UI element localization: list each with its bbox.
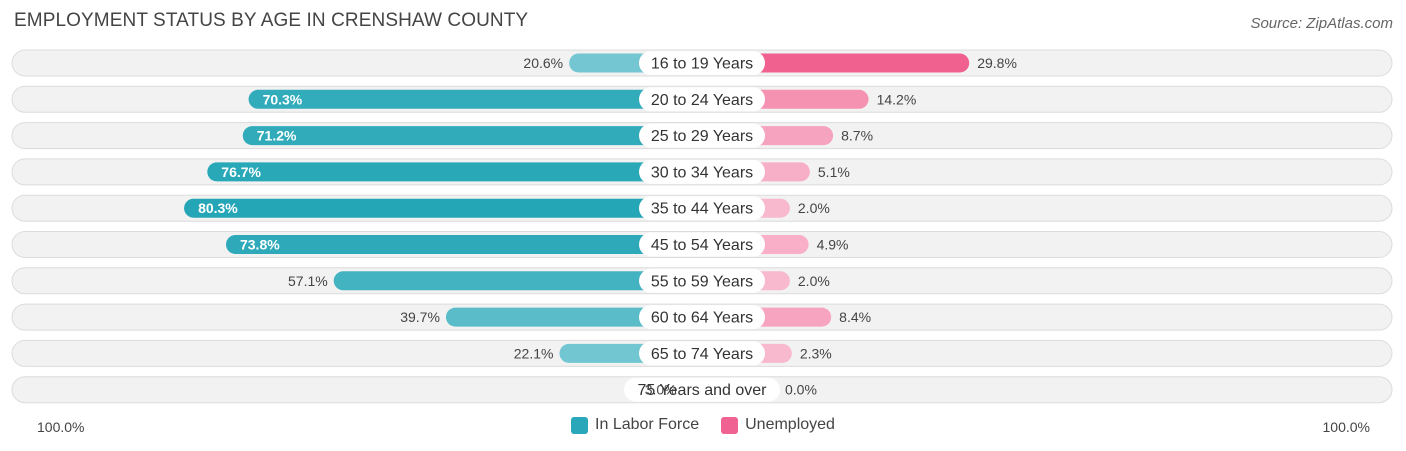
value-label-unemployed: 2.0% bbox=[798, 200, 830, 216]
legend-swatch-unemployed bbox=[721, 416, 739, 434]
category-pill bbox=[639, 123, 765, 148]
value-label-labor-force: 76.7% bbox=[221, 164, 261, 180]
bar-labor-force[interactable] bbox=[184, 198, 712, 218]
bar-labor-force[interactable] bbox=[242, 126, 712, 146]
category-label: 30 to 34 Years bbox=[651, 164, 753, 181]
value-label-labor-force: 80.3% bbox=[198, 200, 238, 216]
chart-title: EMPLOYMENT STATUS BY AGE IN CRENSHAW COU… bbox=[14, 10, 529, 31]
legend-label-unemployed: Unemployed bbox=[745, 416, 835, 433]
category-label: 55 to 59 Years bbox=[651, 273, 753, 290]
source-note: Source: ZipAtlas.com bbox=[1250, 15, 1393, 32]
bar-labor-force[interactable] bbox=[225, 235, 713, 254]
value-label-labor-force: 57.1% bbox=[288, 273, 328, 289]
value-label-labor-force: 3.0% bbox=[645, 382, 677, 398]
value-label-unemployed: 5.1% bbox=[818, 164, 850, 180]
category-label: 25 to 29 Years bbox=[651, 128, 753, 145]
legend-label-labor-force: In Labor Force bbox=[595, 416, 700, 433]
category-pill bbox=[639, 51, 765, 75]
value-label-unemployed: 8.7% bbox=[841, 128, 873, 144]
bar-labor-force[interactable] bbox=[333, 271, 712, 291]
value-label-unemployed: 2.0% bbox=[798, 273, 830, 289]
value-label-unemployed: 2.3% bbox=[800, 345, 832, 361]
category-pill bbox=[639, 232, 765, 257]
category-pill bbox=[639, 268, 765, 293]
category-label: 16 to 19 Years bbox=[651, 56, 753, 73]
category-pill bbox=[624, 377, 780, 402]
category-pill bbox=[639, 159, 765, 184]
bar-labor-force[interactable] bbox=[207, 162, 712, 182]
legend-swatch-labor-force bbox=[571, 416, 589, 434]
category-pill bbox=[639, 196, 765, 221]
value-label-unemployed: 29.8% bbox=[977, 55, 1017, 71]
value-label-unemployed: 8.4% bbox=[839, 309, 871, 325]
legend-item-unemployed[interactable]: Unemployed bbox=[721, 416, 835, 434]
category-label: 20 to 24 Years bbox=[651, 92, 753, 109]
value-label-labor-force: 70.3% bbox=[263, 91, 303, 107]
category-label: 65 to 74 Years bbox=[651, 346, 753, 363]
category-label: 35 to 44 Years bbox=[651, 201, 753, 218]
value-label-unemployed: 14.2% bbox=[877, 91, 917, 107]
value-label-labor-force: 73.8% bbox=[240, 237, 280, 253]
value-label-labor-force: 22.1% bbox=[514, 345, 554, 361]
category-pill bbox=[639, 305, 765, 330]
bar-labor-force[interactable] bbox=[248, 89, 712, 109]
value-label-labor-force: 71.2% bbox=[257, 128, 297, 144]
value-label-unemployed: 4.9% bbox=[817, 237, 849, 253]
category-label: 75 Years and over bbox=[638, 382, 768, 399]
legend-item-labor-force[interactable]: In Labor Force bbox=[571, 416, 699, 434]
category-label: 45 to 54 Years bbox=[651, 237, 753, 254]
value-label-labor-force: 20.6% bbox=[523, 55, 563, 71]
axis-right-label: 100.0% bbox=[1322, 419, 1370, 435]
category-pill bbox=[639, 341, 765, 366]
category-label: 60 to 64 Years bbox=[651, 310, 753, 327]
category-pill bbox=[639, 87, 765, 112]
value-label-labor-force: 39.7% bbox=[400, 309, 440, 325]
value-label-unemployed: 0.0% bbox=[785, 382, 817, 398]
legend: In Labor Force Unemployed bbox=[0, 416, 1406, 434]
axis-left-label: 100.0% bbox=[37, 419, 85, 435]
